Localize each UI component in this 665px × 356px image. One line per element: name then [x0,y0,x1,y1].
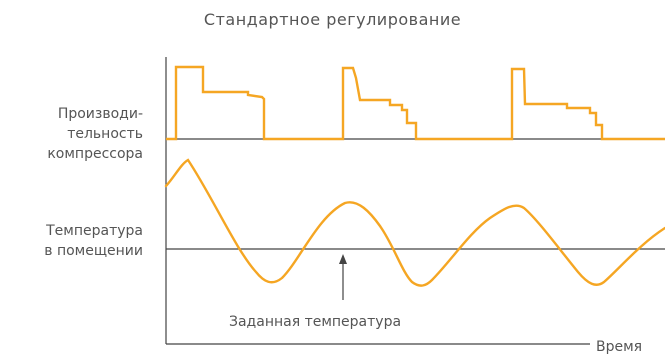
time-axis-label: Время [596,339,643,355]
compressor-capacity-label: Производи- тельность компрессора [47,104,143,164]
compressor-label-line-1: Производи- [57,106,143,122]
room-temperature-label: Температура в помещении [44,221,143,261]
setpoint-temperature-label: Заданная температура [229,314,402,330]
room-temperature-curve [164,158,665,287]
setpoint-arrow-head [339,254,347,264]
temperature-label-line-1: Температура [46,223,143,239]
temperature-label-line-2: в помещении [44,243,143,259]
compressor-label-line-2: тельность [67,126,143,142]
compressor-label-line-3: компрессора [47,146,143,162]
compressor-capacity-curve [166,65,665,141]
diagram-title: Стандартное регулирование [203,10,462,29]
